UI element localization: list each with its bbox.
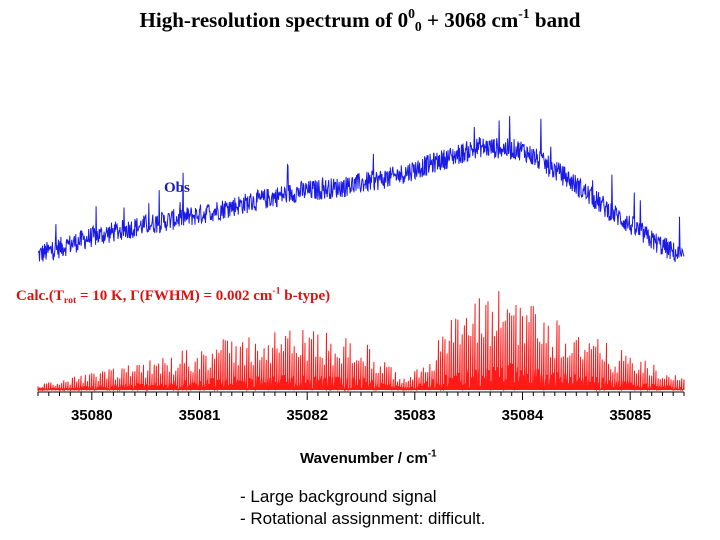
x-axis-label: Wavenumber / cm-1 <box>300 448 437 467</box>
chart-title: High-resolution spectrum of 000 + 3068 c… <box>139 6 581 35</box>
x-tick-label: 35082 <box>286 407 328 424</box>
x-tick-label: 35080 <box>71 407 113 424</box>
calc-series-label: Calc.(Trot = 10 K, Γ(FWHM) = 0.002 cm-1 … <box>16 285 331 306</box>
note-line: - Large background signal <box>240 487 437 506</box>
x-tick-label: 35085 <box>609 407 651 424</box>
x-ticks: 35080 35081 35082 35083 35084 35085 <box>37 392 685 424</box>
calc-series-line <box>37 291 685 392</box>
note-line: - Rotational assignment: difficult. <box>240 509 486 528</box>
notes: - Large background signal - Rotational a… <box>240 486 485 530</box>
obs-trace <box>37 116 685 263</box>
obs-series-line <box>37 116 685 263</box>
x-tick-label: 35081 <box>179 407 221 424</box>
x-tick-label: 35083 <box>394 407 436 424</box>
calc-trace <box>37 291 685 392</box>
obs-series-label: Obs <box>164 180 190 196</box>
x-tick-label: 35084 <box>502 407 544 424</box>
